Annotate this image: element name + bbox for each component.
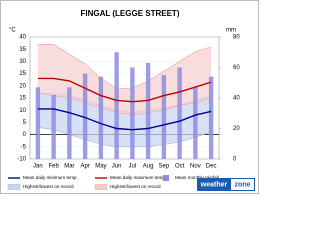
band-edge [37, 126, 212, 148]
y-tick-label: 5 [23, 120, 27, 126]
rain-bar [130, 67, 135, 159]
y-tick-label: 15 [19, 96, 26, 102]
chart: FINGAL (LEGGE STREET) °C mm -10 -5 0 5 10 15 2… [0, 0, 259, 194]
x-tick-label: Aug [143, 164, 154, 170]
rain-bar [208, 76, 214, 159]
y-tick-label: 10 [19, 108, 26, 114]
rain-bar [98, 76, 104, 159]
y-unit: °C [9, 28, 16, 34]
y-tick-label: 20 [19, 83, 26, 89]
x-tick-label: Mar [64, 164, 74, 170]
x-tick-label: Jan [33, 164, 43, 170]
x-tick-label: Sep [159, 164, 170, 170]
x-tick-label: Apr [80, 164, 89, 170]
legend-swatch [163, 175, 169, 181]
y-tick-label: 0 [23, 132, 27, 138]
y-tick-label: 40 [19, 35, 26, 41]
logo-text: zone [235, 181, 251, 188]
rain-bar [51, 94, 56, 159]
logo-inner [231, 179, 254, 190]
legend-label: Highest/lowest on record [110, 184, 161, 189]
x-tick-label: Dec [206, 164, 217, 170]
y-tick-label: 30 [19, 59, 26, 65]
y2-unit: mm [226, 28, 236, 34]
temp-line [37, 77, 212, 103]
y2-tick-label: 20 [233, 126, 240, 132]
legend-swatch [94, 184, 108, 190]
x-tick-label: Jul [129, 164, 137, 170]
y-tick-label: 35 [19, 47, 26, 53]
logo-text: weather [200, 181, 228, 188]
temp-line [37, 108, 212, 131]
x-tick-label: Oct [175, 164, 185, 170]
y-tick-label: -10 [17, 157, 26, 163]
legend-label: Mean daily maximum temp [110, 175, 165, 180]
y2-tick-label: 0 [233, 157, 237, 163]
rain-bar [177, 67, 182, 159]
x-tick-label: May [95, 164, 106, 170]
y-tick-label: -5 [21, 144, 27, 150]
y2-tick-label: 60 [233, 65, 240, 71]
y-tick-label: 25 [19, 71, 26, 77]
legend-swatch [7, 184, 21, 190]
rain-bar [145, 62, 151, 159]
logo: weather zone [197, 178, 255, 191]
legend-label: Mean monthly rainfall [175, 175, 219, 180]
x-tick-label: Feb [48, 164, 59, 170]
record-band [37, 93, 212, 147]
y2-tick-label: 80 [233, 35, 240, 41]
record-band [37, 44, 212, 116]
legend-label: Mean daily minimum temp [23, 175, 77, 180]
rain-bar [161, 75, 167, 159]
band-edge [37, 92, 212, 116]
rain-bar [193, 87, 198, 159]
rain-bar [82, 73, 88, 159]
legend-label: Highest/lowest on record [23, 184, 74, 189]
chart-title: FINGAL (LEGGE STREET) [81, 9, 180, 18]
rain-bar [67, 87, 72, 159]
x-tick-label: Nov [190, 164, 201, 170]
rain-bar [114, 52, 119, 159]
rain-bar [35, 87, 41, 159]
y2-tick-label: 40 [233, 96, 240, 102]
x-tick-label: Jun [112, 164, 122, 170]
band-edge [37, 44, 212, 89]
